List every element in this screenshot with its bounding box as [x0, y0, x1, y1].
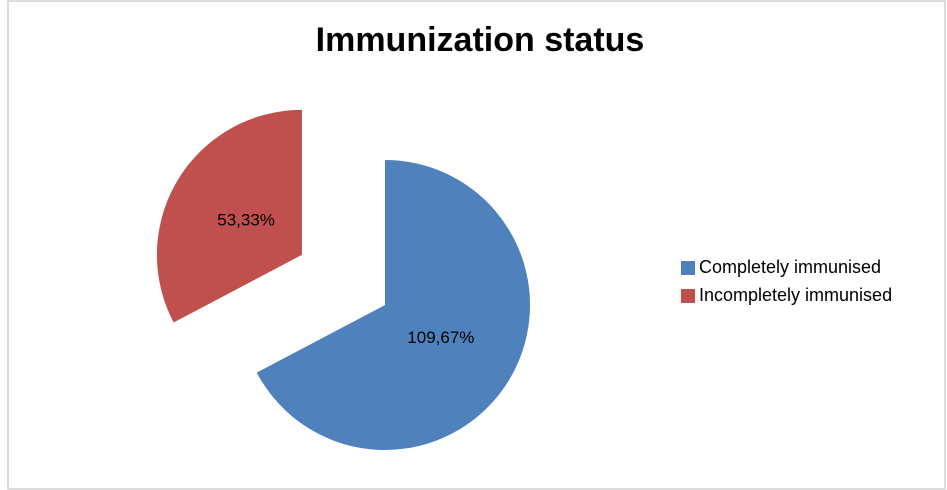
legend-swatch [681, 261, 695, 275]
pie-slice [256, 160, 530, 450]
legend-swatch [681, 289, 695, 303]
data-label: 109,67% [407, 328, 474, 347]
legend-label: Incompletely immunised [699, 285, 892, 305]
legend-label: Completely immunised [699, 257, 881, 277]
pie-slice [156, 109, 302, 323]
data-label: 53,33% [217, 211, 275, 230]
chart-title: Immunization status [316, 21, 645, 59]
